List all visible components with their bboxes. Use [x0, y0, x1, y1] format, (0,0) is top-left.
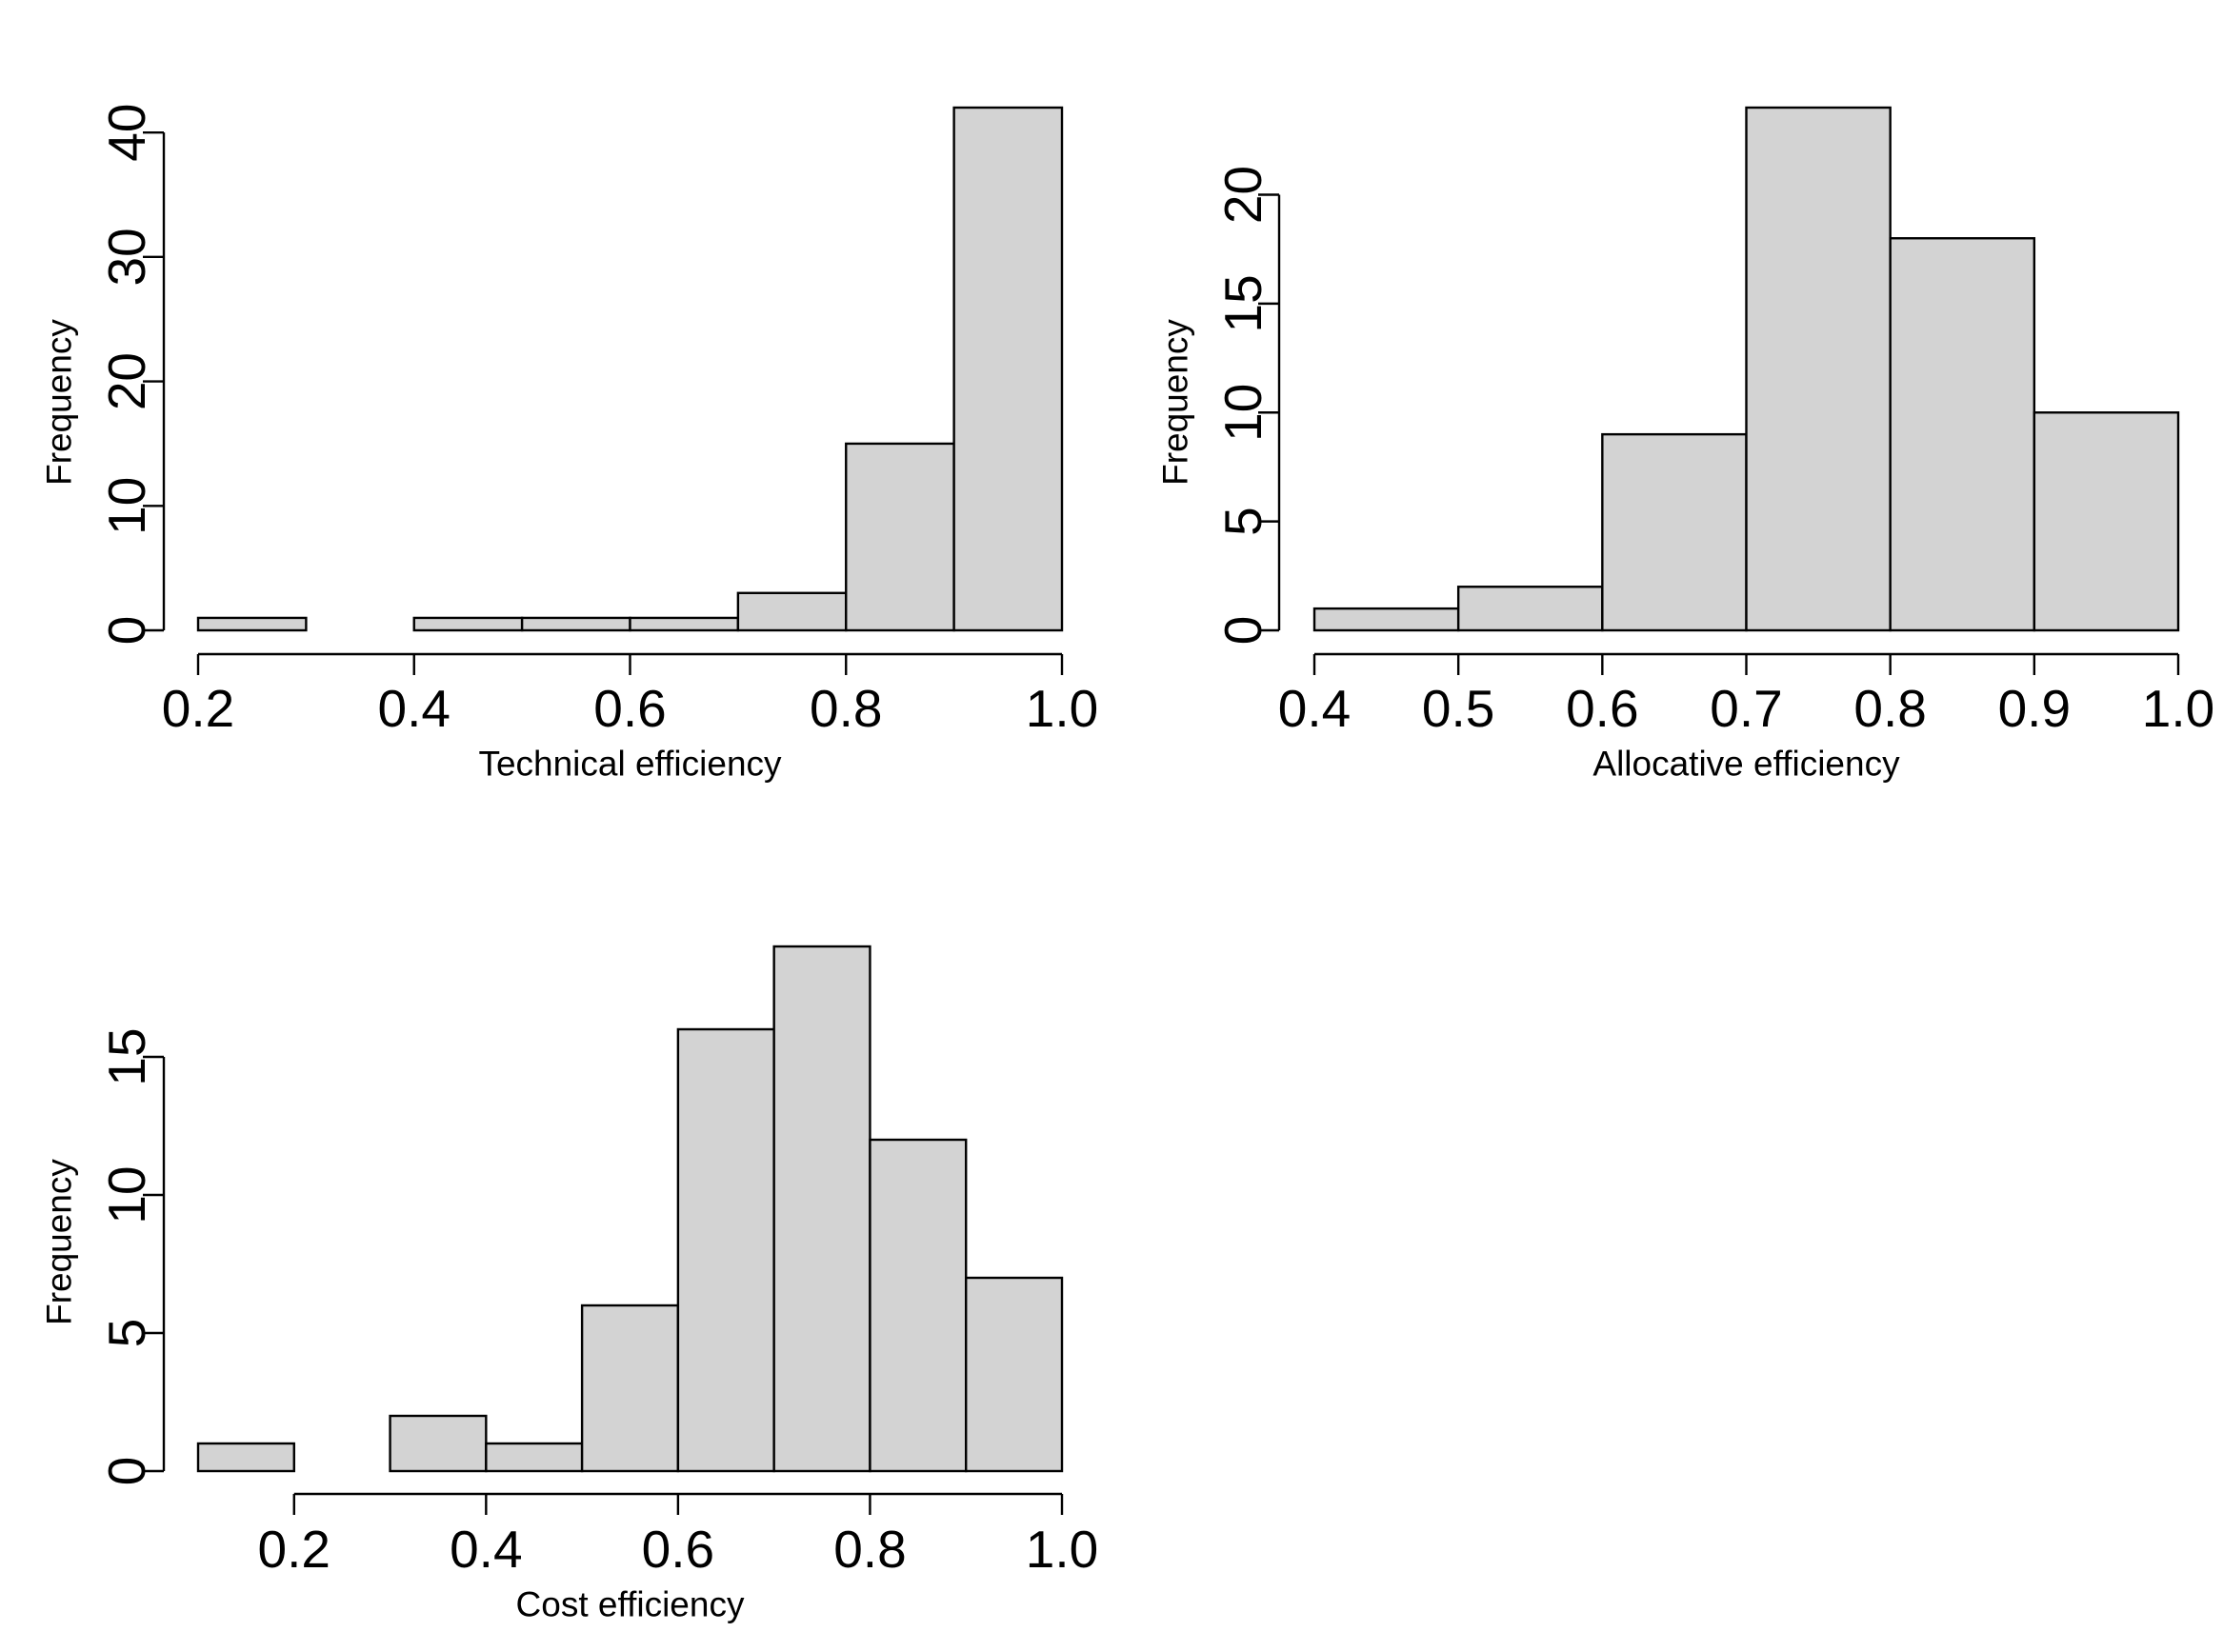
histogram-bar: [1456, 586, 1604, 632]
y-tick-label: 10: [1213, 384, 1272, 442]
y-tick-label: 10: [97, 1165, 156, 1224]
y-tick-label: 0: [1213, 616, 1272, 646]
x-tick-label: 0.4: [1278, 679, 1351, 738]
histogram-bar: [965, 1276, 1064, 1473]
y-tick-label: 10: [97, 477, 156, 535]
histogram-bar: [520, 616, 631, 632]
histogram-bar: [629, 616, 740, 632]
histogram-bar: [580, 1304, 680, 1473]
y-tick-label: 20: [97, 352, 156, 410]
x-tick-label: 0.7: [1710, 679, 1782, 738]
cost-efficiency-histogram: 0 5 10 15 0.2 0.4 0.6 0.8 1.0 Cost efficiency Freq…: [40, 945, 1098, 1624]
x-tick-label: 0.4: [450, 1520, 522, 1579]
technical-efficiency-histogram: 0 10 20 30 40 0.2 0.4 0.6 0.8 1.0 Technical effici…: [40, 104, 1099, 784]
x-tick-label: 0.5: [1422, 679, 1494, 738]
allocative-efficiency-histogram: 0 5 10 15 20 0.4 0.5 0.6 0.7 0.8 0.9 1.0 Allocative …: [1156, 106, 2214, 784]
histogram-bar: [412, 616, 524, 632]
histogram-bar: [1601, 432, 1748, 632]
x-axis-title: Cost efficiency: [516, 1585, 745, 1624]
y-tick-label: 15: [1213, 274, 1272, 332]
y-tick-label: 15: [97, 1027, 156, 1085]
x-tick-label: 1.0: [1026, 1520, 1098, 1579]
y-tick-label: 40: [97, 104, 156, 162]
histogram-bar: [2033, 411, 2180, 632]
x-axis-title: Allocative efficiency: [1592, 745, 1900, 784]
histogram-bar: [1312, 607, 1460, 632]
y-axis-title: Frequency: [40, 1159, 79, 1325]
x-tick-label: 0.2: [258, 1520, 330, 1579]
x-tick-label: 0.8: [833, 1520, 906, 1579]
histogram-bar: [196, 1442, 295, 1473]
x-axis-title: Technical efficiency: [478, 745, 782, 784]
y-tick-label: 0: [97, 616, 156, 646]
y-tick-label: 30: [97, 228, 156, 286]
y-tick-label: 5: [1213, 507, 1272, 536]
y-tick-label: 5: [97, 1319, 156, 1348]
y-axis-title: Frequency: [40, 319, 79, 486]
histogram-bar: [1889, 237, 2036, 632]
histogram-bar: [845, 442, 955, 632]
y-axis-title: Frequency: [1156, 319, 1195, 486]
x-tick-label: 0.4: [378, 679, 451, 738]
histogram-bar: [1745, 106, 1892, 632]
x-tick-label: 0.8: [1853, 679, 1926, 738]
x-tick-label: 0.2: [162, 679, 234, 738]
x-tick-label: 0.9: [1998, 679, 2071, 738]
histogram-bar: [196, 616, 308, 632]
x-tick-label: 1.0: [1026, 679, 1098, 738]
histogram-bar: [952, 106, 1064, 632]
x-tick-label: 0.6: [1566, 679, 1638, 738]
x-tick-label: 1.0: [2142, 679, 2214, 738]
y-tick-label: 20: [1213, 166, 1272, 224]
histogram-bar: [676, 1027, 775, 1473]
x-tick-label: 0.8: [810, 679, 882, 738]
x-tick-label: 0.6: [642, 1520, 714, 1579]
histogram-bar: [389, 1414, 488, 1473]
histogram-bar: [485, 1442, 584, 1473]
histogram-bar: [736, 591, 848, 632]
histogram-bar: [772, 945, 871, 1473]
histogram-bar: [869, 1138, 968, 1473]
y-tick-label: 0: [97, 1457, 156, 1486]
x-tick-label: 0.6: [593, 679, 666, 738]
